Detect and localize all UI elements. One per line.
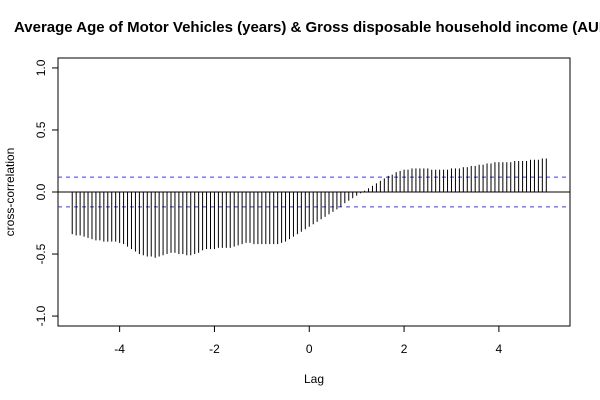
- x-tick-label: -4: [114, 342, 125, 356]
- y-tick-label: -1.0: [34, 305, 48, 326]
- y-tick-label: -0.5: [34, 243, 48, 264]
- x-axis: -4 -2 0 2 4: [114, 326, 503, 356]
- y-tick-label: 0.5: [34, 121, 48, 138]
- x-tick-label: 4: [496, 342, 503, 356]
- chart-title: Average Age of Motor Vehicles (years) & …: [14, 19, 600, 36]
- y-axis-label: cross-correlation: [3, 148, 17, 237]
- y-tick-label: 1.0: [34, 59, 48, 76]
- x-axis-label: Lag: [304, 372, 324, 386]
- y-axis: -1.0 -0.5 0.0 0.5 1.0: [34, 59, 58, 326]
- x-tick-label: 0: [306, 342, 313, 356]
- x-tick-label: 2: [401, 342, 408, 356]
- x-tick-label: -2: [209, 342, 220, 356]
- plot-layer: [58, 158, 570, 258]
- y-tick-label: 0.0: [34, 183, 48, 200]
